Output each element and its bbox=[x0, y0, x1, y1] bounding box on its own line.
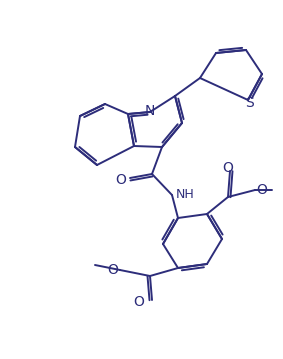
Text: O: O bbox=[222, 161, 233, 175]
Text: S: S bbox=[246, 96, 254, 110]
Text: O: O bbox=[256, 183, 267, 197]
Text: N: N bbox=[145, 104, 155, 118]
Text: NH: NH bbox=[176, 188, 195, 201]
Text: O: O bbox=[107, 263, 118, 277]
Text: O: O bbox=[133, 295, 144, 309]
Text: O: O bbox=[115, 173, 126, 187]
